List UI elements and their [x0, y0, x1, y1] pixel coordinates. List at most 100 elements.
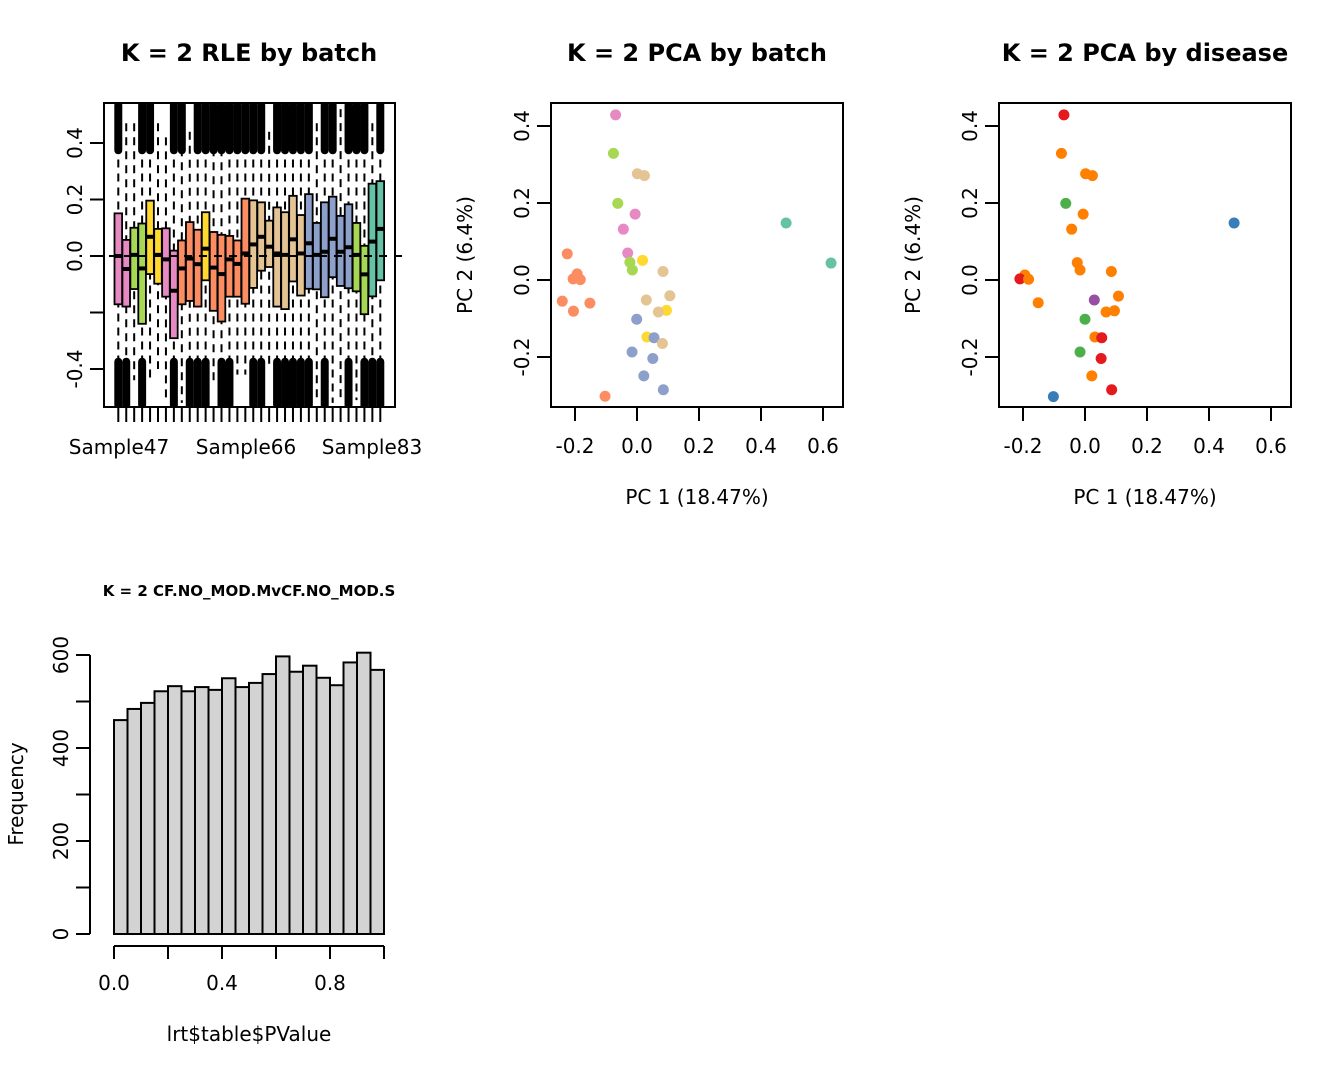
hist-bar: [302, 664, 318, 935]
hist-bar: [288, 670, 304, 935]
rle-outliers-bottom: [225, 357, 234, 407]
hist-bar: [248, 681, 264, 936]
pca-batch-point: [664, 290, 676, 302]
rle-outliers-bottom: [273, 357, 282, 407]
pca-batch-panel: K = 2 PCA by batch -0.2 0.0 0.2 0.4 0.6 -0.2 0…: [453, 39, 844, 509]
rle-outliers-top: [257, 103, 266, 155]
rle-outliers-top: [376, 103, 385, 155]
pca-batch-title: K = 2 PCA by batch: [567, 39, 827, 67]
pca-disease-xlabel: PC 1 (18.47%): [1073, 485, 1216, 509]
pca-batch-point: [780, 217, 792, 229]
rle-box: [208, 231, 219, 312]
pca-disease-point: [1023, 273, 1035, 285]
rle-box: [161, 227, 171, 298]
pca-batch-xlabel: PC 1 (18.47%): [625, 485, 768, 509]
rle-box: [216, 233, 227, 323]
rle-outliers-top: [241, 103, 250, 155]
pca-disease-point: [1086, 370, 1098, 382]
pca-disease-ytick-label: 0.0: [958, 264, 982, 296]
pca-disease-xtick-label: 0.6: [1255, 434, 1287, 458]
pca-disease-point: [1014, 273, 1026, 285]
rle-box: [177, 239, 187, 306]
rle-outliers-bottom: [193, 357, 202, 407]
pca-disease-point: [1074, 264, 1086, 276]
rle-box: [240, 197, 251, 305]
rle-box: [200, 211, 211, 282]
rle-box: [185, 221, 195, 302]
hist-bar: [221, 677, 237, 935]
rle-outliers-bottom: [114, 357, 123, 407]
rle-outliers-top: [360, 103, 369, 155]
rle-frame: [103, 102, 396, 408]
rle-box: [113, 212, 123, 306]
pca-disease-point: [1074, 346, 1086, 358]
pca-batch-point: [638, 170, 650, 182]
rle-outliers-bottom: [249, 357, 258, 407]
pca-batch-ytick-label: 0.2: [510, 187, 534, 219]
rle-plot-area: -0.4 0.0 0.2 0.4 Sample47 Sample66 Sample83: [63, 103, 422, 459]
rle-outliers-bottom: [360, 357, 369, 407]
rle-outliers-top: [138, 103, 147, 155]
rle-outliers-top: [296, 103, 305, 155]
rle-outliers-top: [288, 103, 297, 155]
pca-batch-point: [648, 332, 660, 344]
pca-batch-point: [640, 294, 652, 306]
rle-boxplot-panel: K = 2 RLE by batch -0.4 0.0 0.2 0.4 Sample47…: [63, 39, 422, 459]
hist-ytick-label: 400: [49, 729, 73, 767]
rle-box: [137, 222, 147, 325]
pca-batch-point: [584, 297, 596, 309]
pca-disease-ytick-label: -0.2: [958, 337, 982, 376]
hist-ytick-label: 600: [49, 636, 73, 674]
hist-xlabel: lrt$table$PValue: [167, 1022, 332, 1046]
hist-bar: [261, 673, 277, 935]
pca-disease-point: [1066, 223, 1078, 235]
pca-batch-point: [617, 223, 629, 235]
rle-ytick-label: 0.2: [63, 184, 87, 216]
pca-batch-point: [638, 370, 650, 382]
pca-batch-point: [825, 257, 837, 269]
hist-bar: [369, 668, 385, 935]
hist-bar: [329, 684, 345, 935]
pca-disease-point: [1228, 217, 1240, 229]
hist-bar: [275, 655, 291, 936]
rle-outliers-bottom: [257, 357, 266, 407]
pca-batch-point: [607, 147, 619, 159]
pca-disease-xtick-label: 0.4: [1193, 434, 1225, 458]
pca-disease-point: [1058, 109, 1070, 121]
pca-batch-point: [610, 109, 622, 121]
hist-bar: [234, 686, 250, 936]
pca-batch-ytick-label: 0.4: [510, 110, 534, 142]
pca-batch-point: [567, 305, 579, 317]
pca-batch-point: [631, 313, 643, 325]
pca-disease-xtick-label: -0.2: [1003, 434, 1042, 458]
rle-outliers-bottom: [320, 357, 329, 407]
pca-batch-point: [556, 295, 568, 307]
rle-box: [280, 211, 290, 311]
pca-batch-xtick-label: 0.4: [745, 434, 777, 458]
pca-batch-plot-area: -0.2 0.0 0.2 0.4 0.6 -0.2 0.0 0.2 0.4: [510, 109, 839, 458]
pca-disease-xtick-label: 0.2: [1131, 434, 1163, 458]
rle-outliers-top: [201, 103, 210, 155]
pca-disease-point: [1086, 170, 1098, 182]
pca-disease-point: [1077, 208, 1089, 220]
rle-outliers-top: [281, 103, 290, 155]
pca-disease-point: [1088, 294, 1100, 306]
rle-outliers-bottom: [122, 357, 131, 407]
rle-outliers-bottom: [304, 357, 313, 407]
hist-bar: [207, 688, 223, 935]
rle-outliers-top: [328, 103, 337, 155]
rle-box: [192, 228, 203, 308]
rle-outliers-top: [217, 103, 226, 155]
hist-ytick-label: 200: [49, 822, 73, 860]
pca-disease-point: [1060, 197, 1072, 209]
pca-disease-point: [1095, 353, 1107, 365]
rle-box: [232, 239, 243, 298]
hist-xtick-label: 0.0: [98, 971, 130, 995]
rle-outliers-top: [273, 103, 282, 155]
rle-outliers-bottom: [217, 357, 226, 407]
pca-disease-point: [1096, 332, 1108, 344]
rle-ytick-label: 0.0: [63, 240, 87, 272]
rle-outliers-bottom: [296, 357, 305, 407]
pca-disease-ytick-label: 0.4: [958, 110, 982, 142]
